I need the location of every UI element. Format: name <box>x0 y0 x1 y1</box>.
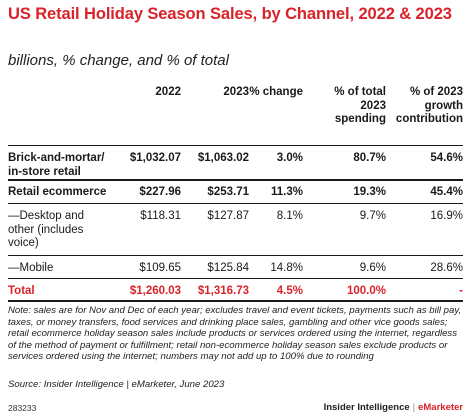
footer-brand: Insider Intelligence | eMarketer <box>324 402 463 413</box>
column-header: 2022 <box>155 86 181 98</box>
column-header: % change <box>249 86 303 98</box>
table-cell: - <box>459 285 463 297</box>
table-cell: $1,316.73 <box>197 285 249 297</box>
table-cell: 3.0% <box>276 152 303 164</box>
column-header: spending <box>334 113 386 125</box>
table-cell: 16.9% <box>430 210 463 222</box>
chart-note: Note: sales are for Nov and Dec of each … <box>8 305 462 363</box>
table-cell: 14.8% <box>270 262 303 274</box>
table-cell: $227.96 <box>139 186 181 198</box>
table-cell: $118.31 <box>140 210 181 222</box>
brand-separator: | <box>412 402 416 413</box>
column-header: % of total <box>334 86 386 98</box>
table-cell: $1,063.02 <box>197 152 249 164</box>
table-cell: $1,032.07 <box>129 152 181 164</box>
table-cell: 28.6% <box>430 262 463 274</box>
row-label: other (includes <box>8 223 84 236</box>
row-label: Brick-and-mortar/ <box>8 152 105 164</box>
table-cell: 19.3% <box>353 186 386 198</box>
column-header: contribution <box>395 113 463 125</box>
table-cell: 54.6% <box>430 152 463 164</box>
row-label: Retail ecommerce <box>8 186 107 198</box>
table-rule <box>8 278 463 279</box>
chart-subtitle: billions, % change, and % of total <box>8 52 229 69</box>
table-cell: 45.4% <box>430 186 463 198</box>
brand-insider-intelligence: Insider Intelligence <box>323 402 410 413</box>
table-rule <box>8 255 463 256</box>
table-cell: 8.1% <box>276 210 303 222</box>
table-cell: 9.7% <box>359 210 386 222</box>
column-header: 2023 <box>223 86 249 98</box>
table-cell: $125.84 <box>207 262 249 274</box>
column-header: growth <box>424 99 463 112</box>
table-cell: 80.7% <box>353 152 386 164</box>
row-label: voice) <box>8 237 39 249</box>
table-cell: $109.65 <box>139 262 181 274</box>
table-cell: $253.71 <box>207 186 249 198</box>
table-cell: 4.5% <box>276 285 303 297</box>
table-rule <box>8 179 463 181</box>
row-label: —Desktop and <box>8 210 85 222</box>
brand-emarketer: eMarketer <box>418 402 463 413</box>
row-label: —Mobile <box>8 262 54 274</box>
table-cell: $127.87 <box>207 210 249 222</box>
chart-id: 283233 <box>8 403 37 413</box>
row-label: in-store retail <box>8 165 81 178</box>
row-label: Total <box>8 285 35 297</box>
table-rule <box>8 203 463 204</box>
chart-title: US Retail Holiday Season Sales, by Chann… <box>8 5 452 23</box>
column-header: 2023 <box>360 99 386 112</box>
table-cell: 100.0% <box>346 285 386 297</box>
table-rule <box>8 300 463 302</box>
chart-source: Source: Insider Intelligence | eMarketer… <box>8 379 225 390</box>
table-rule <box>8 145 463 147</box>
column-header: % of 2023 <box>409 86 463 98</box>
table-cell: $1,260.03 <box>129 285 181 297</box>
table-cell: 11.3% <box>271 186 303 198</box>
table-cell: 9.6% <box>359 262 386 274</box>
